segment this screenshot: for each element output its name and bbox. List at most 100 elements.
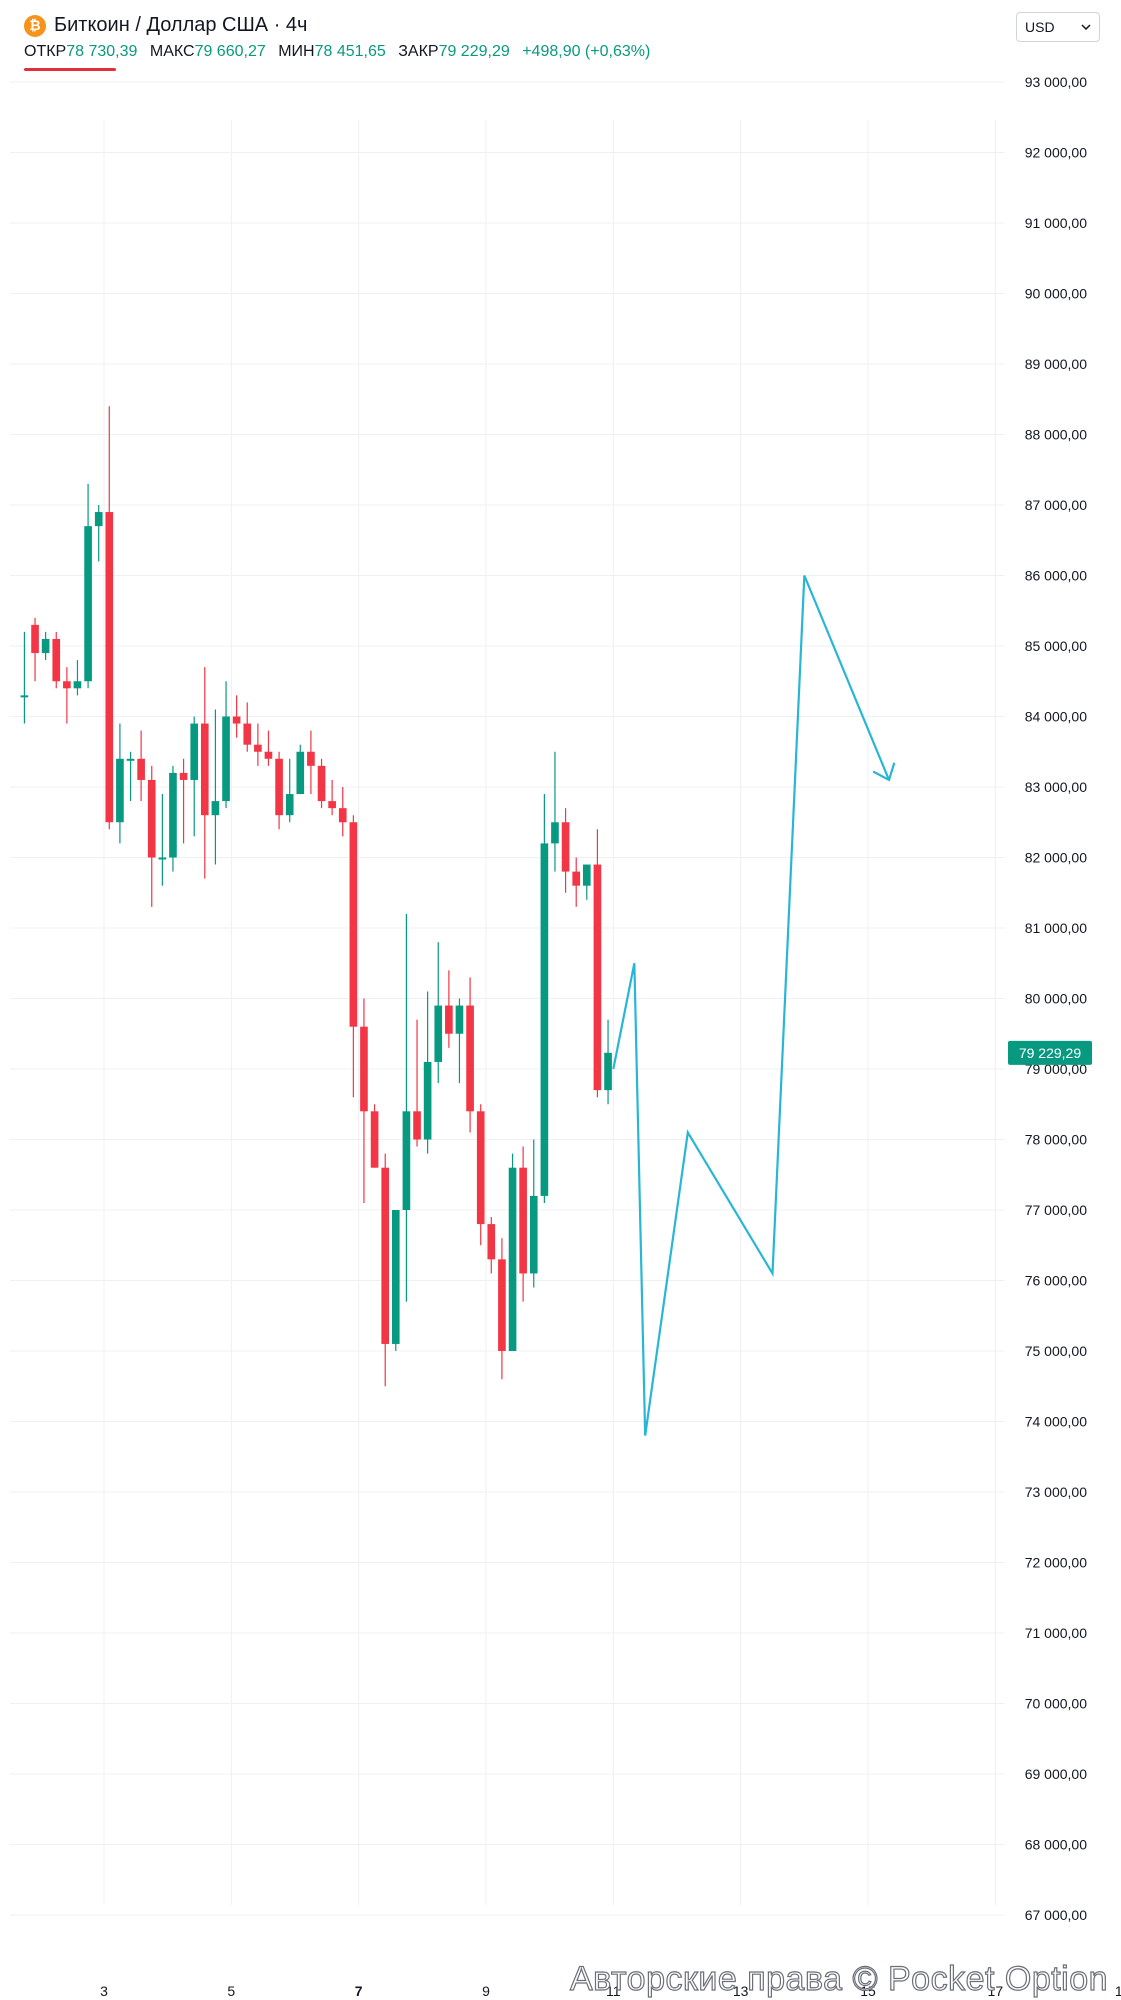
currency-value: USD <box>1025 19 1055 35</box>
ohlc-legend: ОТКР78 730,39 МАКС79 660,27 МИН78 451,65… <box>24 43 650 61</box>
candle-body-down <box>243 723 252 745</box>
time-tick-label: 11 <box>606 1983 621 1999</box>
candle-body-up <box>434 1005 443 1062</box>
price-tick-label: 85 000,00 <box>1025 638 1087 654</box>
price-tick-label: 70 000,00 <box>1025 1696 1087 1712</box>
candle-body-up <box>423 1061 432 1140</box>
price-tick-label: 81 000,00 <box>1025 920 1087 936</box>
candle-body-up <box>94 512 103 527</box>
candle-body-down <box>179 772 188 780</box>
low-label: МИН <box>278 43 315 60</box>
candle-body-down <box>317 765 326 802</box>
price-tick-label: 71 000,00 <box>1025 1625 1087 1641</box>
price-tick-label: 88 000,00 <box>1025 427 1087 443</box>
candle-body-up <box>508 1167 517 1351</box>
price-tick-label: 77 000,00 <box>1025 1202 1087 1218</box>
close-label: ЗАКР <box>398 43 439 60</box>
price-axis[interactable]: 93 000,00 92 000,00 91 000,00 90 000,00 89 0… <box>1025 74 1087 1923</box>
candle-body-down <box>413 1111 421 1140</box>
forecast-arrow-head <box>872 762 896 782</box>
candle-body-up <box>604 1052 612 1091</box>
price-tick-label: 80 000,00 <box>1025 991 1087 1007</box>
candle-body-down <box>52 638 61 682</box>
change-value: +498,90 (+0,63%) <box>522 43 651 60</box>
price-tick-label: 76 000,00 <box>1025 1273 1087 1289</box>
time-tick-label: 13 <box>733 1983 749 1999</box>
open-label: ОТКР <box>24 43 67 60</box>
price-tick-label: 83 000,00 <box>1025 779 1087 795</box>
open-value: 78 730,39 <box>66 43 138 60</box>
candle-body-down <box>593 864 602 1091</box>
candle-body-down <box>381 1167 390 1344</box>
bitcoin-icon: ₿ <box>24 14 46 37</box>
candle-body-down <box>275 758 283 816</box>
candle-body-down <box>498 1259 506 1351</box>
candle-body-down <box>105 512 114 823</box>
grid-lines <box>10 81 1005 1916</box>
candle-body-up <box>296 751 305 795</box>
red-underline-mark <box>24 68 116 71</box>
candle-body-up <box>73 681 82 689</box>
price-tick-label: 69 000,00 <box>1025 1766 1087 1782</box>
price-tick-label: 84 000,00 <box>1025 709 1087 725</box>
price-tick-label: 72 000,00 <box>1025 1555 1087 1571</box>
price-tick-label: 68 000,00 <box>1025 1837 1087 1853</box>
time-tick-label: 17 <box>988 1983 1004 1999</box>
candle-body-down <box>338 808 347 823</box>
high-value: 79 660,27 <box>194 43 266 60</box>
candle-body-down <box>254 744 262 752</box>
price-tick-label: 92 000,00 <box>1025 145 1087 161</box>
candle-body-down <box>349 822 358 1027</box>
price-tick-label: 82 000,00 <box>1025 850 1087 866</box>
candle-body-down <box>147 779 156 858</box>
candle-body-up <box>190 723 199 780</box>
candle-body-down <box>200 723 209 816</box>
candle-body-up <box>582 864 591 886</box>
time-tick-label: 15 <box>860 1983 876 1999</box>
time-tick-label: 19 <box>1115 1983 1121 1999</box>
price-tick-label: 86 000,00 <box>1025 568 1087 584</box>
current-price-tag: 79 229,29 <box>1008 1040 1092 1065</box>
price-tick-label: 74 000,00 <box>1025 1414 1087 1430</box>
candle-body-up <box>20 695 29 698</box>
candle-body-up <box>41 638 50 654</box>
candle-body-up <box>84 526 92 682</box>
candle-body-down <box>487 1224 496 1260</box>
price-tick-label: 87 000,00 <box>1025 497 1087 513</box>
symbol-title[interactable]: ₿ Биткоин / Доллар США · 4ч <box>24 14 307 37</box>
price-tick-label: 79 000,00 <box>1025 1061 1087 1077</box>
price-tick-label: 91 000,00 <box>1025 215 1087 231</box>
chevron-down-icon <box>1081 24 1091 30</box>
price-tick-label: 75 000,00 <box>1025 1343 1087 1359</box>
forecast-path-line <box>612 575 891 1436</box>
candle-body-down <box>63 681 71 689</box>
price-tick-label: 89 000,00 <box>1025 356 1087 372</box>
time-tick-label: 5 <box>227 1983 235 1999</box>
forecast-line <box>612 575 896 1436</box>
candle-body-down <box>264 751 273 759</box>
candle-body-up <box>285 794 294 816</box>
candle-body-up <box>455 1005 464 1034</box>
time-tick-label: 9 <box>482 1983 490 1999</box>
candle-body-down <box>328 801 336 809</box>
candle-body-up <box>126 758 135 761</box>
time-tick-label: 3 <box>100 1983 108 1999</box>
candle-body-up <box>116 758 124 823</box>
price-tick-label: 78 000,00 <box>1025 1132 1087 1148</box>
candle-body-up <box>540 843 549 1196</box>
candle-body-down <box>307 751 315 766</box>
candle-body-up <box>551 822 559 844</box>
candle-body-down <box>572 871 581 886</box>
candle-body-down <box>445 1005 453 1034</box>
high-label: МАКС <box>149 43 195 60</box>
time-axis[interactable]: 3 5 7 9 11 13 15 17 19 <box>100 1983 1121 1999</box>
candle-body-up <box>169 772 177 858</box>
current-price-label: 79 229,29 <box>1019 1045 1081 1061</box>
candles <box>20 406 612 1387</box>
currency-select[interactable]: USD <box>1016 12 1100 42</box>
candle-body-down <box>360 1026 368 1112</box>
low-value: 78 451,65 <box>314 43 386 60</box>
candle-body-down <box>137 758 145 780</box>
chart-header: ₿ Биткоин / Доллар США · 4ч ОТКР78 730,3… <box>0 0 1121 130</box>
